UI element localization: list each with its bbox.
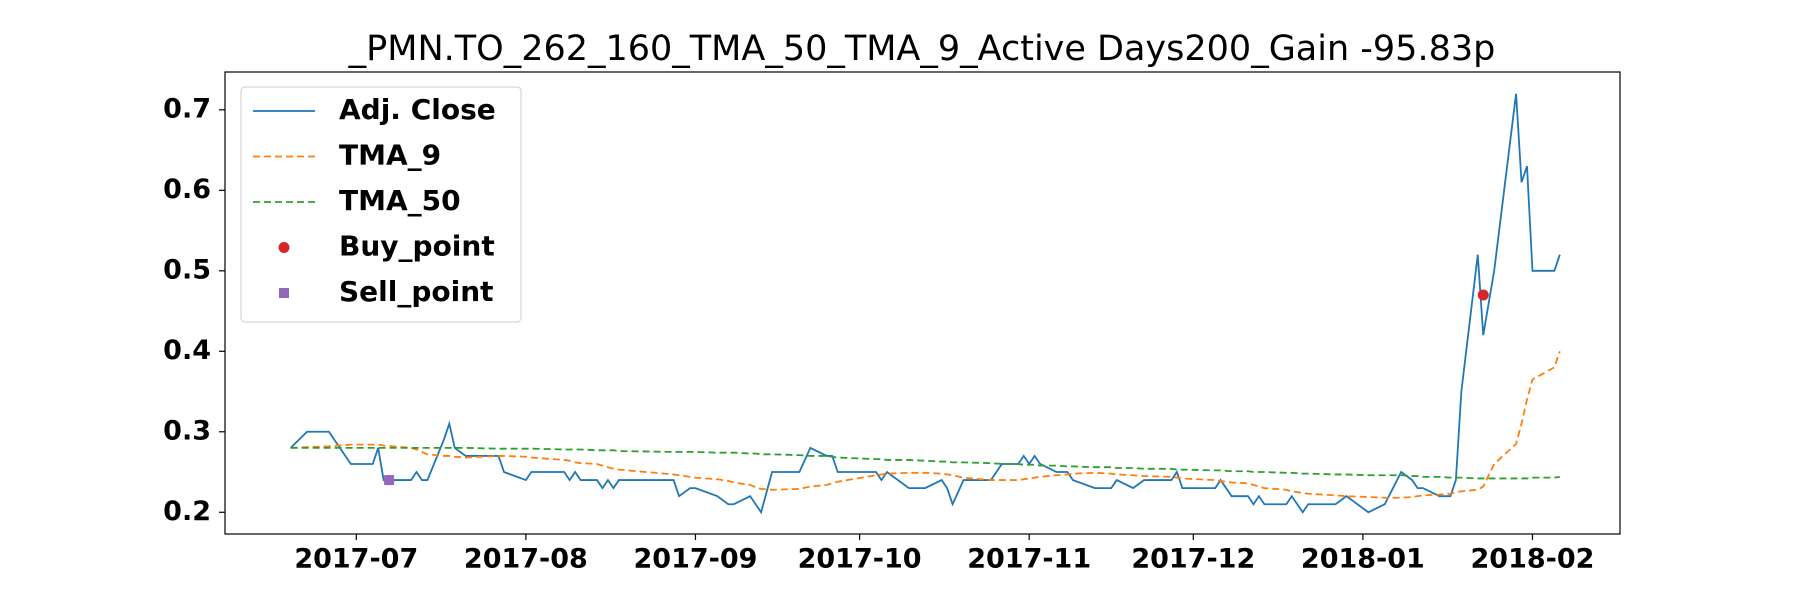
buy-marker <box>1477 289 1489 301</box>
x-tick-label: 2018-02 <box>1471 544 1595 575</box>
chart-title: _PMN.TO_262_160_TMA_50_TMA_9_Active Days… <box>348 29 1496 69</box>
series-line <box>290 351 1561 499</box>
x-tick-label: 2017-08 <box>464 544 588 575</box>
series-line <box>290 446 1560 480</box>
x-tick-label: 2017-10 <box>798 544 922 575</box>
sell-marker <box>384 475 395 486</box>
x-tick-label: 2018-01 <box>1301 544 1425 575</box>
legend-label: Adj. Close <box>339 93 496 126</box>
x-tick-label: 2017-12 <box>1131 544 1255 575</box>
legend-box <box>240 86 522 323</box>
y-tick-label: 0.7 <box>163 93 211 124</box>
legend-label: Buy_point <box>339 230 495 263</box>
legend-marker <box>279 288 289 298</box>
plot-frame <box>224 71 1621 535</box>
y-tick-label: 0.4 <box>163 335 211 366</box>
x-tick-label: 2017-07 <box>294 544 418 575</box>
x-tick-label: 2017-11 <box>967 544 1091 575</box>
legend-label: Sell_point <box>339 275 494 308</box>
y-tick-label: 0.2 <box>163 496 211 527</box>
y-tick-label: 0.3 <box>163 415 211 446</box>
legend-label: TMA_50 <box>339 184 461 217</box>
y-tick-label: 0.6 <box>163 174 211 205</box>
legend-label: TMA_9 <box>339 139 441 172</box>
series-line <box>290 93 1561 515</box>
x-tick-label: 2017-09 <box>634 544 758 575</box>
y-tick-label: 0.5 <box>163 254 211 285</box>
legend-marker <box>278 242 290 253</box>
